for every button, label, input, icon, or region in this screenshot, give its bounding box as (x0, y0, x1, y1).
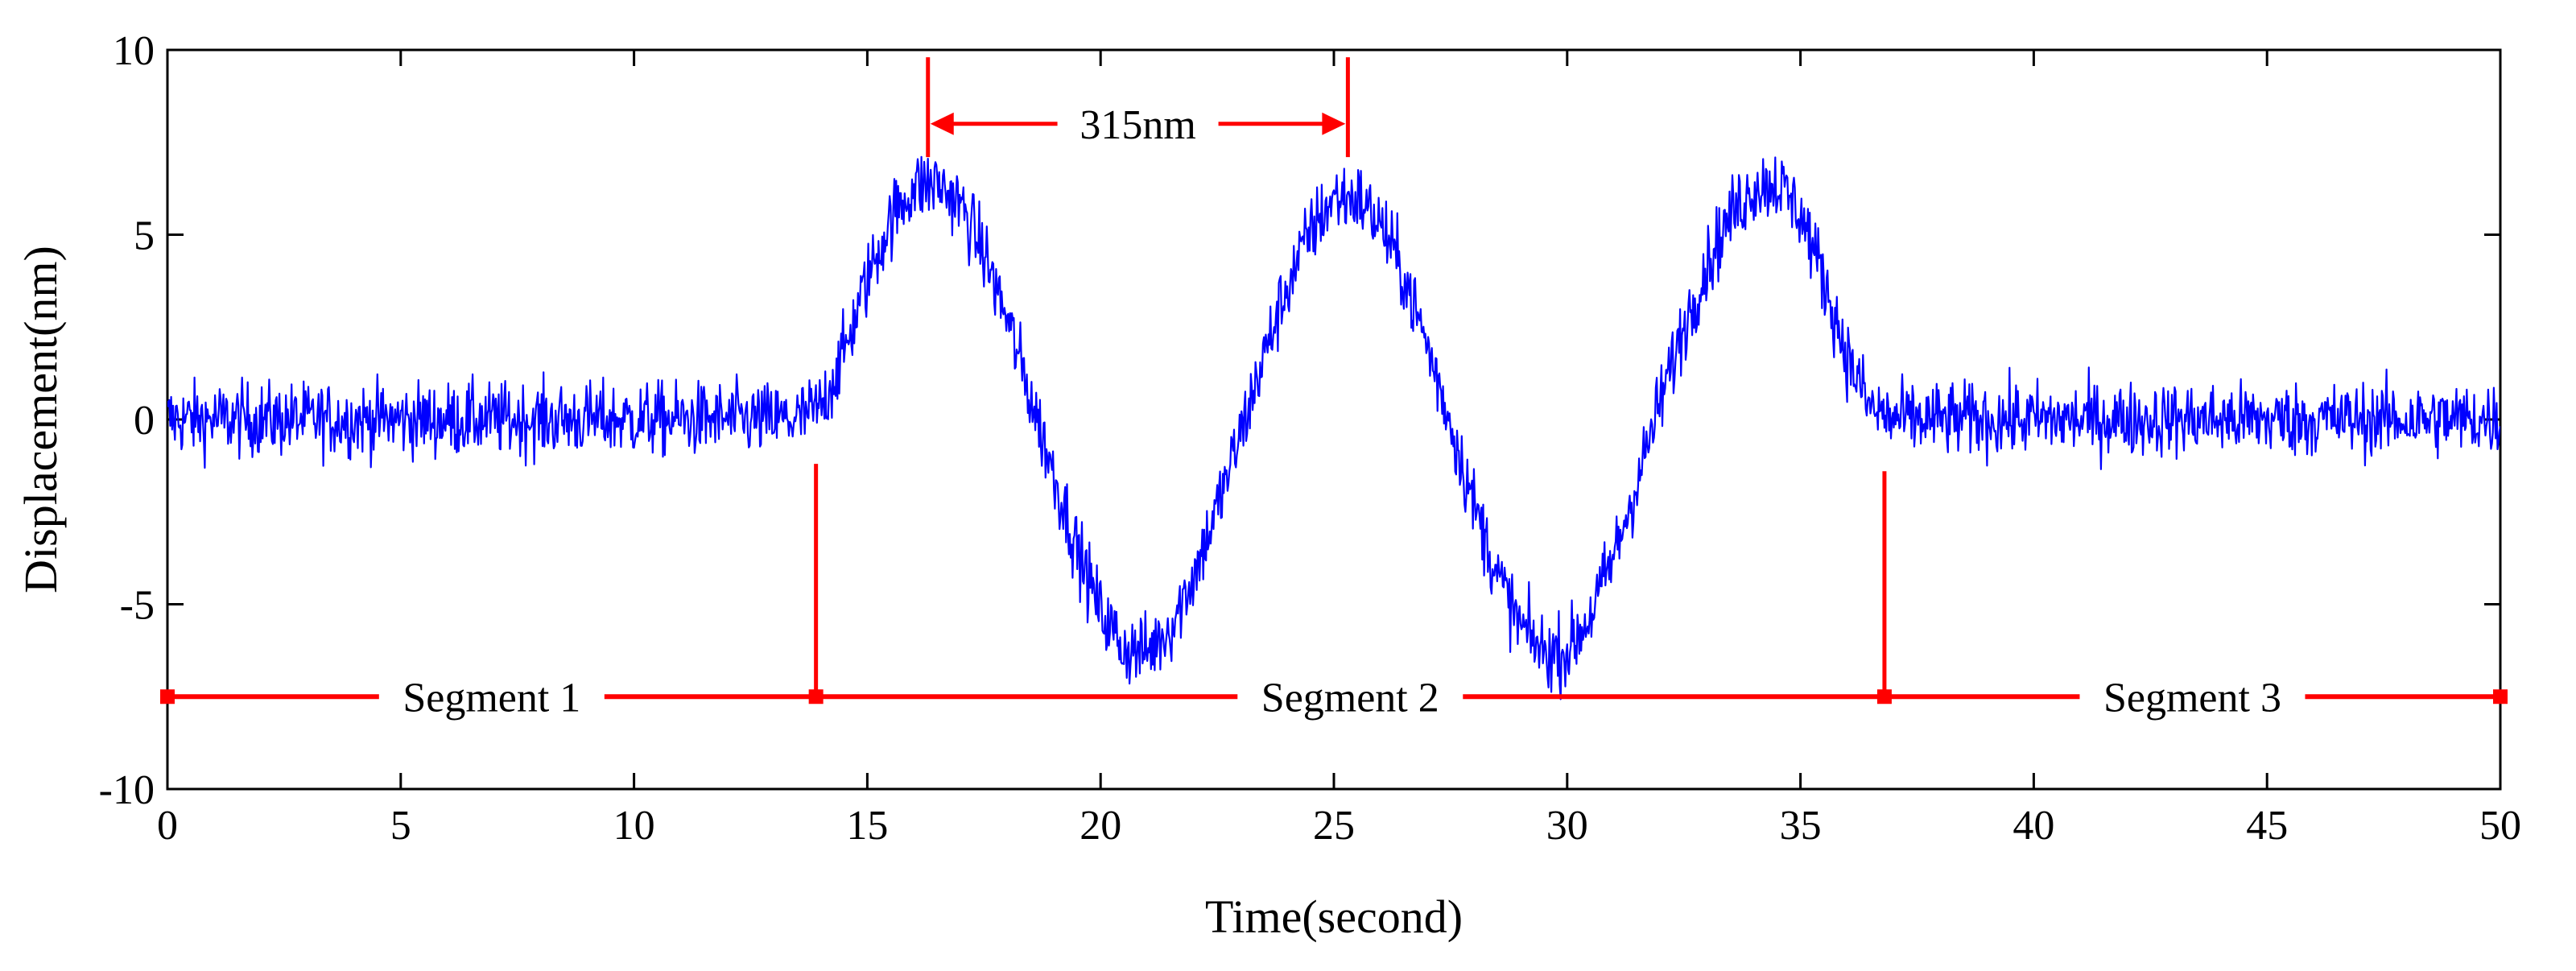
axis-ticks (166, 48, 2502, 791)
segment-marker (160, 689, 175, 704)
y-tick-label: 10 (113, 28, 155, 74)
x-tick-label: 20 (1080, 803, 1121, 849)
y-axis-title: Displacement(nm) (14, 246, 67, 593)
x-axis-title: Time(second) (1205, 890, 1463, 943)
segment-marker (2493, 689, 2508, 704)
y-tick-label: 0 (134, 398, 155, 444)
y-tick-label: -5 (120, 583, 155, 629)
x-tick-label: 50 (2479, 803, 2521, 849)
x-tick-label: 25 (1313, 803, 1355, 849)
x-tick-label: 5 (390, 803, 411, 849)
displacement-series-line (167, 155, 2500, 700)
x-tick-label: 0 (157, 803, 178, 849)
x-tick-label: 15 (846, 803, 888, 849)
y-tick-label: -10 (99, 767, 155, 813)
x-tick-label: 30 (1546, 803, 1588, 849)
peak-span-label: 315nm (1080, 102, 1195, 148)
x-tick-label: 45 (2246, 803, 2288, 849)
segment-annotations: Segment 1 Segment 2 Segment 3 315nm (160, 57, 2508, 721)
y-tick-label: 5 (134, 213, 155, 259)
span-arrow-right (1322, 112, 1346, 135)
segment-label: Segment 3 (2103, 675, 2281, 721)
x-tick-label: 10 (613, 803, 655, 849)
span-arrow-left (930, 112, 954, 135)
segment-label: Segment 1 (402, 675, 580, 721)
x-tick-label: 35 (1780, 803, 1822, 849)
axis-tick-labels: 0 5 10 15 20 25 30 35 40 45 50 -10 -5 0 5 10 (99, 28, 2521, 849)
x-tick-label: 40 (2013, 803, 2054, 849)
segment-label: Segment 2 (1261, 675, 1439, 721)
